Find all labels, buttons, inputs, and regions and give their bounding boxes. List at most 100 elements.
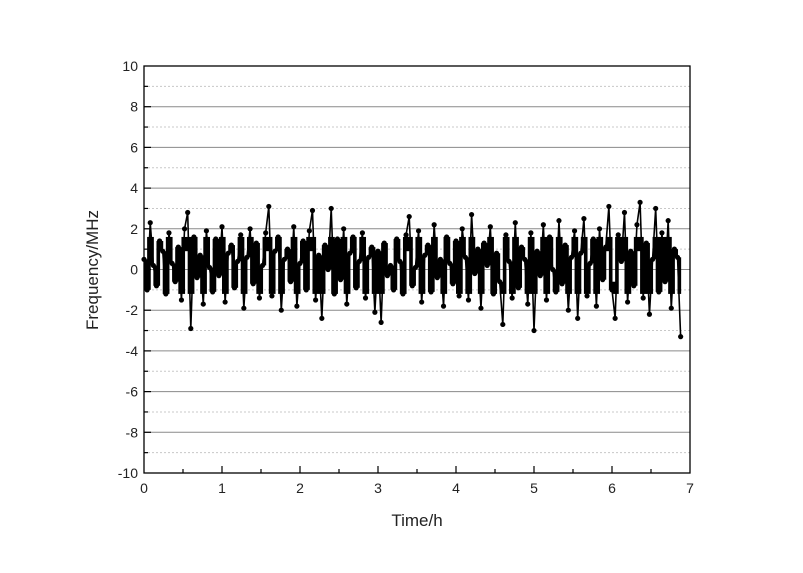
- data-point: [637, 199, 643, 205]
- series-band-segment: [321, 245, 326, 294]
- y-tick-label: -6: [126, 384, 139, 400]
- series-band-segment: [558, 236, 563, 284]
- series-band-segment: [462, 236, 466, 258]
- series-band-segment: [240, 236, 245, 294]
- series-band-segment: [549, 236, 554, 270]
- series-band-segment: [287, 249, 292, 282]
- data-point: [309, 207, 316, 214]
- series-band-segment: [590, 238, 594, 264]
- x-tick-label: 3: [374, 480, 382, 496]
- series-band-segment: [577, 253, 582, 294]
- series-band-segment: [624, 236, 629, 294]
- series-band-segment: [456, 241, 460, 294]
- series-band-segment: [296, 263, 301, 294]
- series-band-segment: [534, 251, 538, 294]
- data-point: [378, 319, 384, 326]
- series-band-segment: [150, 236, 154, 266]
- x-tick-label: 4: [452, 480, 460, 496]
- y-tick-label: 10: [122, 58, 138, 74]
- data-point: [319, 315, 325, 321]
- series-band-segment: [431, 236, 435, 292]
- series-band-segment: [587, 263, 591, 294]
- data-point: [465, 297, 472, 303]
- series-band-segment: [318, 255, 323, 294]
- series-band-segment: [172, 263, 176, 282]
- series-band-segment: [484, 243, 488, 266]
- data-point: [625, 299, 631, 305]
- series-band-segment: [615, 236, 619, 294]
- series-band-segment: [471, 236, 476, 274]
- data-point: [565, 307, 571, 313]
- series-band-segment: [231, 245, 235, 288]
- data-point: [178, 297, 185, 303]
- data-point: [615, 232, 621, 238]
- series-band-segment: [228, 245, 232, 254]
- data-point: [359, 230, 365, 236]
- data-point: [313, 297, 319, 303]
- series-band-segment: [427, 245, 432, 292]
- series-band-segment: [583, 236, 588, 294]
- data-point: [581, 216, 587, 222]
- data-point: [306, 228, 312, 234]
- data-point: [166, 230, 172, 236]
- series-band-segment: [243, 257, 248, 294]
- data-point: [606, 203, 612, 210]
- x-tick-label: 6: [608, 480, 616, 496]
- data-point: [528, 230, 534, 236]
- series-band-segment: [677, 257, 682, 294]
- series-band-segment: [671, 249, 675, 294]
- series-band-segment: [278, 236, 282, 294]
- series-band-segment: [552, 269, 557, 292]
- series-band-segment: [162, 251, 167, 294]
- series-band-segment: [222, 236, 226, 294]
- y-tick-label: 2: [130, 221, 138, 237]
- series-band-segment: [468, 236, 473, 294]
- series-band-segment: [515, 236, 519, 288]
- data-point: [575, 315, 581, 321]
- series-band-segment: [315, 255, 320, 294]
- series-band-segment: [621, 236, 625, 262]
- series-band-segment: [268, 236, 273, 294]
- series-band-segment: [393, 238, 398, 290]
- series-band-segment: [530, 236, 535, 294]
- series-band-segment: [537, 251, 541, 276]
- series-band-segment: [384, 243, 388, 276]
- data-point: [263, 230, 269, 236]
- series-band-segment: [499, 281, 504, 294]
- data-point: [525, 301, 531, 307]
- series-band-segment: [362, 236, 367, 294]
- series-band-segment: [568, 257, 572, 294]
- data-point: [419, 299, 425, 305]
- series-band-segment: [580, 236, 585, 254]
- series-band-segment: [412, 267, 416, 286]
- series-band-segment: [596, 236, 601, 294]
- data-point: [653, 205, 659, 212]
- series-band-segment: [147, 236, 151, 290]
- data-point: [238, 232, 244, 238]
- x-tick-label: 2: [296, 480, 304, 496]
- series-band-segment: [652, 236, 657, 260]
- series-band-segment: [658, 236, 663, 292]
- series-band-segment: [605, 236, 610, 252]
- series-band-segment: [225, 253, 229, 294]
- series-band-segment: [474, 249, 479, 274]
- series-band-segment: [555, 236, 560, 292]
- data-point: [668, 305, 674, 311]
- series-band-segment: [309, 236, 313, 252]
- series-band-segment: [480, 243, 485, 294]
- data-point: [266, 203, 272, 210]
- series-band-segment: [218, 236, 223, 276]
- y-tick-label: -10: [118, 465, 138, 481]
- series-band-segment: [359, 236, 363, 262]
- data-series: [141, 199, 684, 340]
- series-band-segment: [144, 259, 148, 290]
- data-point: [415, 228, 422, 234]
- series-band-segment: [181, 236, 186, 294]
- series-band-segment: [234, 261, 239, 288]
- series-band-segment: [421, 255, 426, 294]
- data-point: [621, 209, 628, 216]
- data-point: [456, 293, 462, 299]
- series-band-segment: [440, 259, 445, 294]
- data-point: [344, 301, 350, 307]
